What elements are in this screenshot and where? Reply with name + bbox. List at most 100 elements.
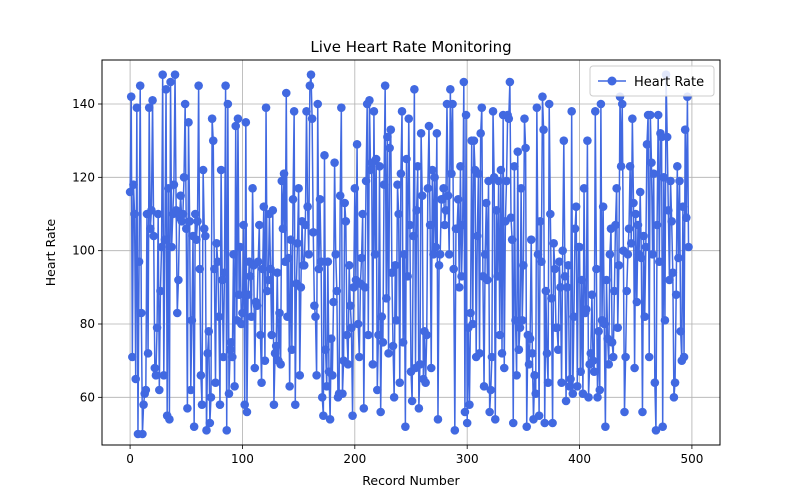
data-point [628,114,637,123]
data-point [224,389,234,398]
legend: Heart Rate [589,65,715,97]
data-point [468,319,478,329]
data-point [281,88,291,98]
data-point [549,239,558,248]
data-point [457,272,466,281]
data-point [401,422,410,431]
data-point [148,96,157,105]
data-point [146,224,155,233]
data-point [593,393,602,402]
data-point [521,143,530,153]
data-point [506,213,516,222]
data-point [543,378,553,387]
data-point [201,231,210,241]
data-point [350,184,360,193]
data-point [189,422,199,431]
data-point [456,162,465,171]
data-point [165,415,174,424]
data-point [486,385,496,395]
data-point [577,275,587,285]
x-tick-label: 100 [231,452,254,466]
data-point [299,261,309,270]
data-point [231,121,241,131]
data-point [526,235,536,244]
legend-marker-swatch [607,76,617,86]
data-point [377,312,387,321]
data-point [542,349,552,358]
data-point [243,290,253,299]
data-point [602,275,611,285]
data-point [504,114,514,123]
data-point [371,154,381,164]
data-point [264,275,273,285]
data-point [198,165,208,175]
data-point [305,81,315,90]
data-point [357,253,366,263]
data-point [388,341,398,351]
data-point [262,286,272,296]
data-point [598,202,608,211]
data-point [417,191,427,200]
data-point [441,206,451,215]
data-point [458,220,467,230]
data-point [462,418,472,428]
data-point [315,195,325,204]
data-point [179,173,189,182]
data-point [476,129,485,138]
data-point [511,316,520,325]
data-point [378,338,388,347]
data-point [216,165,226,175]
data-point [143,349,153,358]
data-point [670,378,680,387]
data-point [386,125,396,134]
data-point [301,220,310,230]
data-point [208,136,218,145]
data-point [595,385,605,395]
data-point [601,422,610,431]
data-point [605,250,615,259]
data-point [239,220,248,230]
data-point [642,140,652,149]
data-point [197,400,207,409]
data-point [648,250,657,259]
y-tick-label: 120 [72,170,95,184]
data-point [616,162,626,171]
data-point [587,290,597,299]
data-point [270,349,280,358]
data-point [343,360,353,369]
data-point [286,235,296,244]
data-point [167,242,176,252]
data-point [665,275,674,285]
data-point [415,360,425,369]
data-point [340,198,350,208]
data-point [557,378,566,387]
data-point [247,312,256,321]
data-point [338,389,347,398]
data-point [278,224,288,233]
data-point [535,217,545,226]
data-point [134,257,144,266]
data-point [342,330,352,340]
data-point [181,224,191,233]
data-point [424,121,434,131]
data-point [517,316,527,325]
data-point [608,352,618,362]
data-point [647,158,656,167]
data-point [651,426,661,435]
data-point [564,261,573,270]
data-point [348,411,357,420]
data-point [431,242,441,252]
data-point [640,312,650,321]
data-point [381,294,391,303]
data-point [493,272,502,281]
data-point [405,220,415,230]
data-point [428,165,437,175]
data-point [150,363,160,373]
data-point [622,286,632,296]
data-point [295,371,305,380]
data-point [320,151,329,160]
data-point [429,250,438,259]
data-point [283,312,292,321]
data-point [516,184,526,193]
data-point [426,363,436,373]
